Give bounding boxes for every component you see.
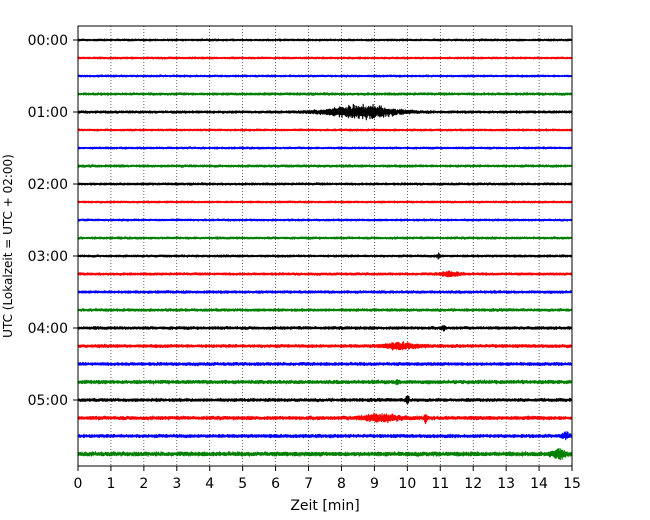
trace-0145 <box>77 164 573 168</box>
trace-0115 <box>77 128 573 132</box>
y-tick-label: 03:00 <box>28 249 68 265</box>
trace-0400 <box>77 324 573 332</box>
x-tick-label: 3 <box>172 476 181 492</box>
trace-0515 <box>77 412 573 425</box>
x-tick-label: 14 <box>530 476 548 492</box>
trace-0345 <box>77 307 573 313</box>
trace-0215 <box>77 200 573 204</box>
trace-0045 <box>77 92 573 96</box>
y-tick-label: 02:00 <box>28 177 68 193</box>
x-axis-label: Zeit [min] <box>290 498 359 514</box>
seismogram-traces <box>77 38 573 461</box>
trace-0500 <box>77 395 573 405</box>
x-tick-label: 11 <box>431 476 449 492</box>
trace-0000 <box>77 38 573 42</box>
x-axis-ticks: 0 1 2 3 4 5 6 7 8 9 10 11 12 13 14 15 <box>74 466 581 492</box>
y-tick-label: 00:00 <box>28 33 68 49</box>
y-tick-label: 04:00 <box>28 321 68 337</box>
x-tick-label: 4 <box>205 476 214 492</box>
vertical-gridlines <box>110 26 540 466</box>
y-tick-label: 01:00 <box>28 105 68 121</box>
trace-0245 <box>77 236 573 240</box>
x-tick-label: 6 <box>271 476 280 492</box>
x-tick-label: 1 <box>106 476 115 492</box>
trace-0200 <box>77 182 573 186</box>
trace-0100 <box>77 103 573 121</box>
y-axis-label: UTC (Lokalzeit = UTC + 02:00) <box>1 154 15 338</box>
trace-0230 <box>77 218 573 222</box>
x-tick-label: 2 <box>139 476 148 492</box>
x-tick-label: 7 <box>304 476 313 492</box>
x-tick-label: 9 <box>370 476 379 492</box>
trace-0015 <box>77 56 573 60</box>
trace-0030 <box>77 74 573 78</box>
y-tick-label: 05:00 <box>28 393 68 409</box>
plot-frame <box>77 25 573 467</box>
trace-0330 <box>77 289 573 295</box>
x-tick-label: 12 <box>464 476 482 492</box>
trace-0545 <box>77 447 573 461</box>
y-axis-ticks: 00:00 01:00 02:00 03:00 04:00 05:00 <box>28 33 78 409</box>
trace-0430 <box>77 361 573 367</box>
trace-0530 <box>77 431 573 441</box>
x-tick-label: 15 <box>563 476 581 492</box>
x-tick-label: 13 <box>497 476 515 492</box>
trace-0445 <box>77 378 573 386</box>
x-tick-label: 0 <box>74 476 83 492</box>
trace-0300 <box>77 252 573 260</box>
trace-0315 <box>77 270 573 278</box>
x-tick-label: 5 <box>238 476 247 492</box>
trace-0130 <box>77 146 573 150</box>
trace-0415 <box>77 341 573 351</box>
x-tick-label: 10 <box>398 476 416 492</box>
x-tick-label: 8 <box>337 476 346 492</box>
